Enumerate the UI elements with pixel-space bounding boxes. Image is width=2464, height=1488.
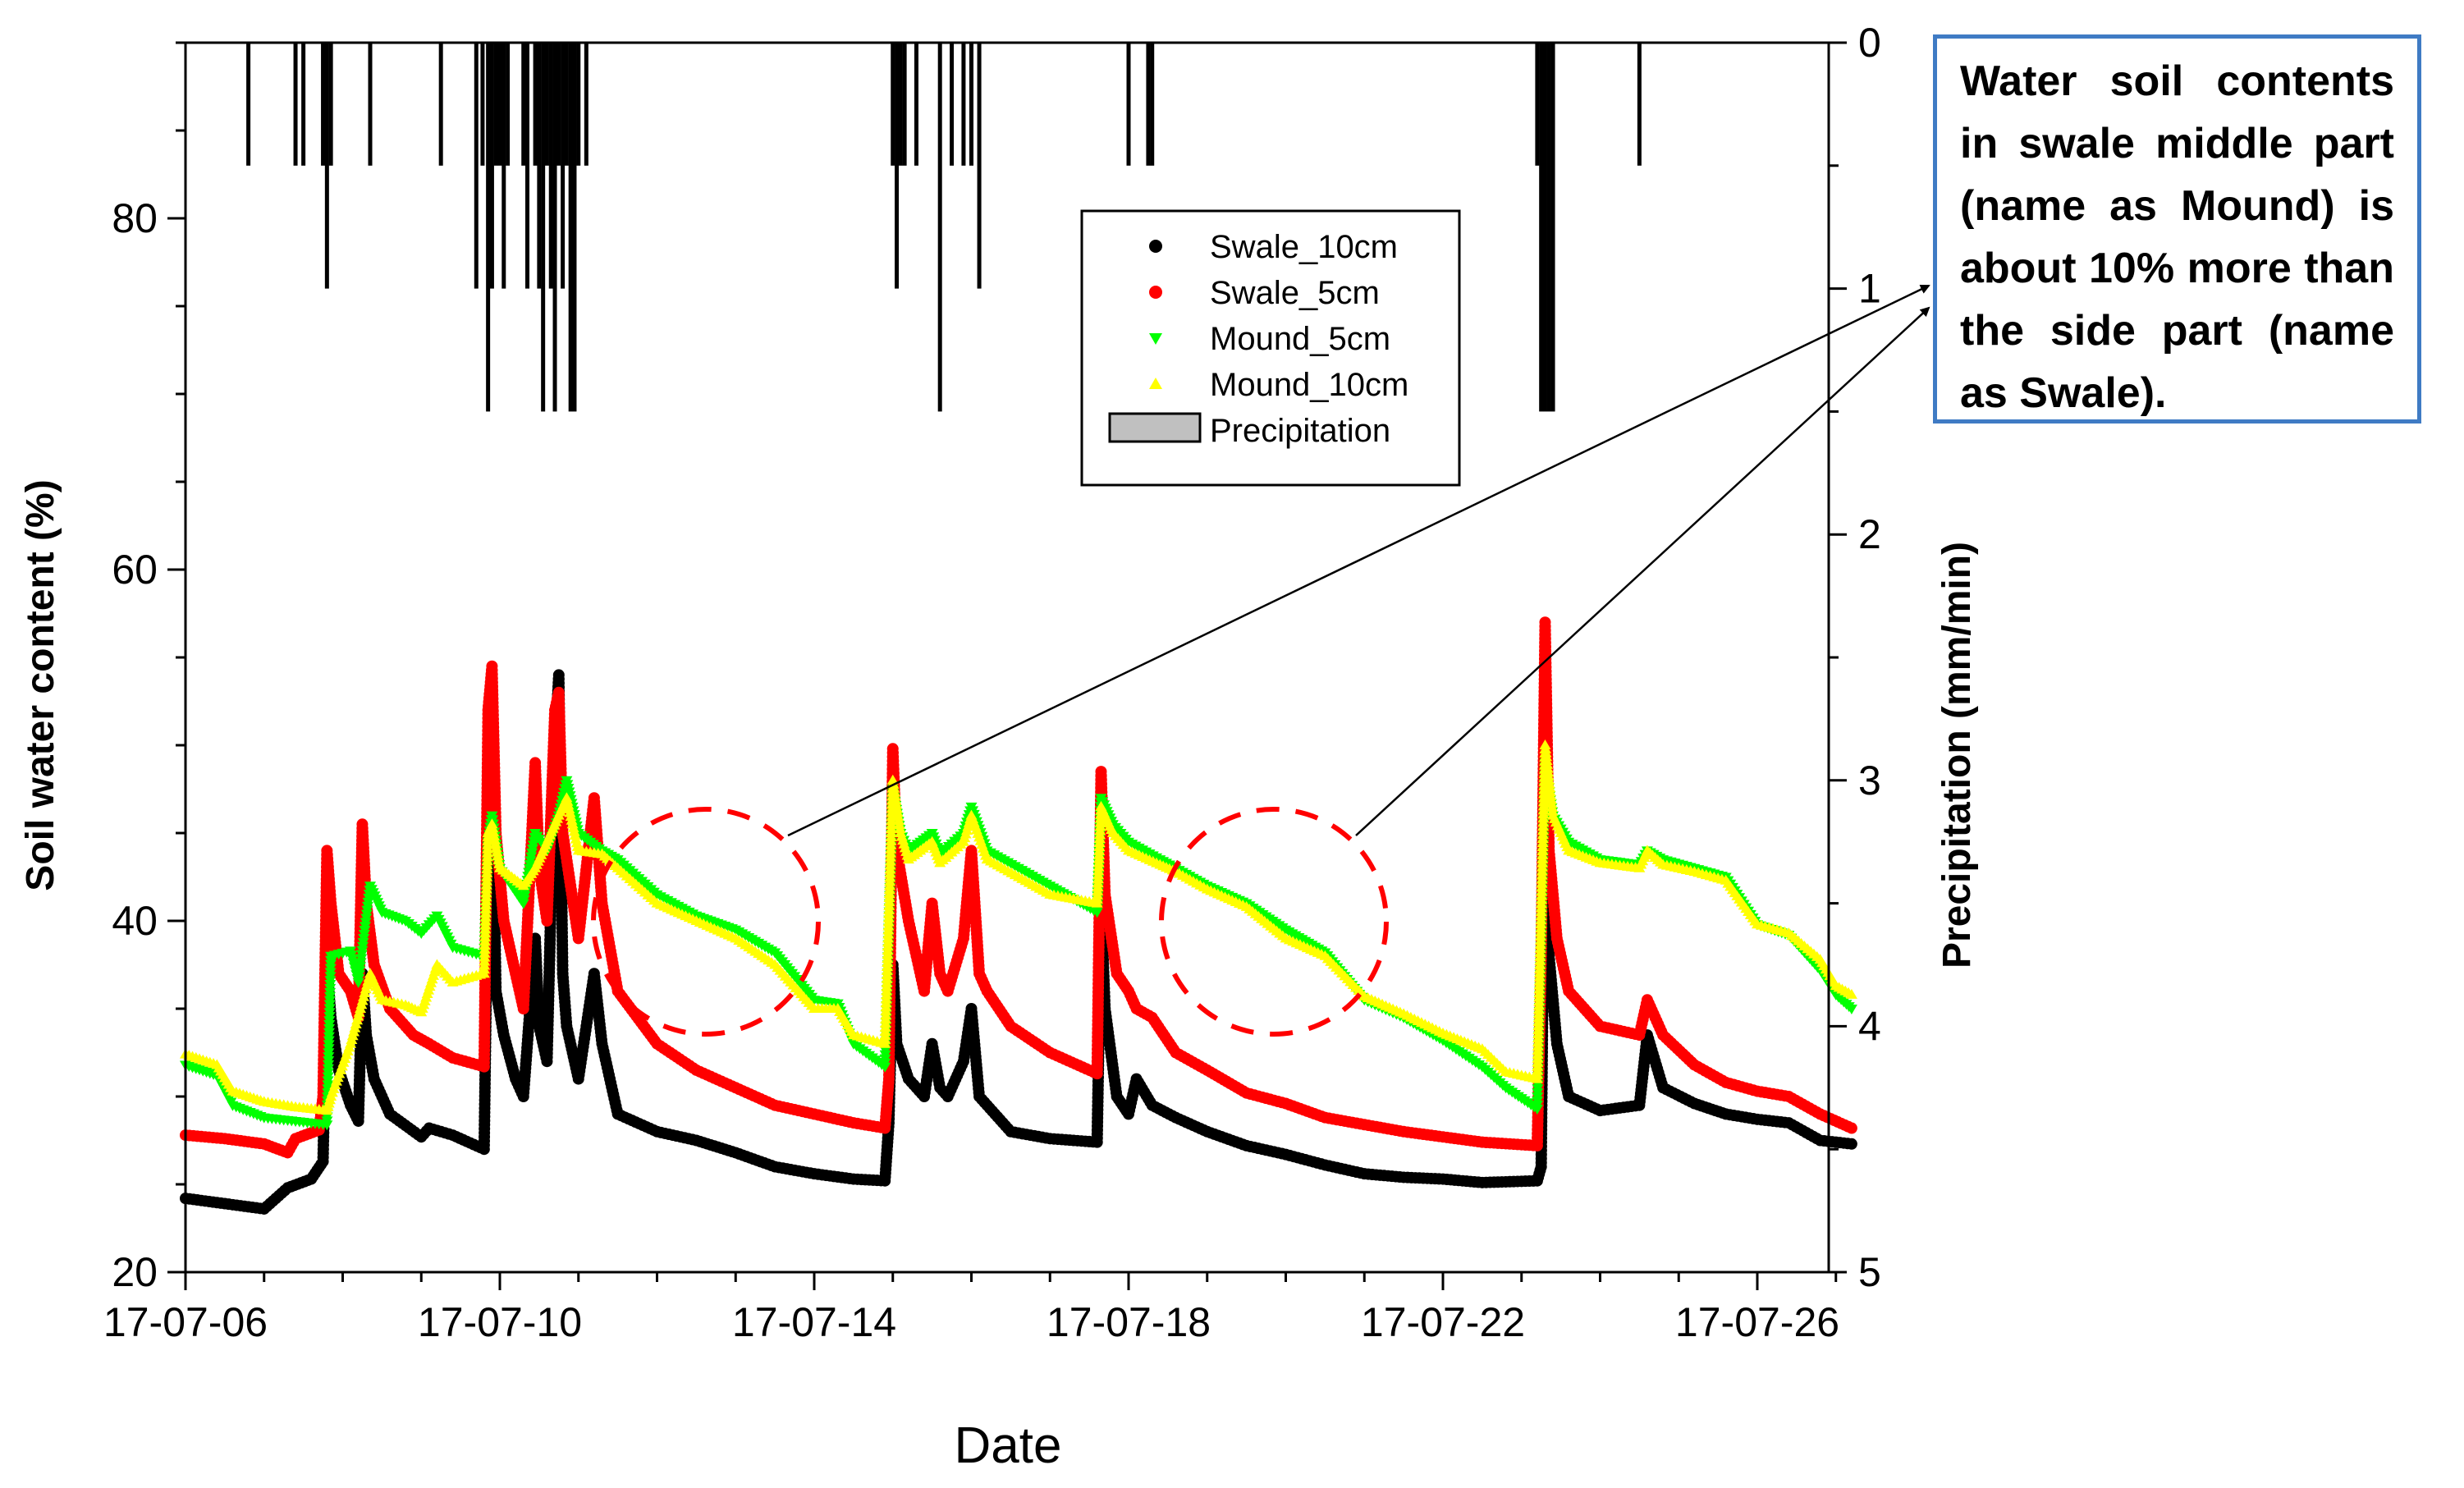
precipitation-bar xyxy=(556,43,561,166)
precipitation-bar xyxy=(502,43,506,289)
precipitation-bar xyxy=(474,43,479,289)
precipitation-bar xyxy=(368,43,373,166)
Mound_5cm-point xyxy=(523,863,535,874)
precipitation-bar xyxy=(1637,43,1642,166)
precipitation-bar xyxy=(977,43,982,289)
Mound_5cm-point xyxy=(526,845,538,855)
precipitation-bar xyxy=(584,43,589,166)
precipitation-bar xyxy=(1542,43,1547,412)
Mound_5cm-point xyxy=(524,860,536,871)
precipitation-bar xyxy=(301,43,306,166)
precipitation-bar xyxy=(898,43,903,166)
precipitation-bar xyxy=(525,43,530,289)
precipitation-bar xyxy=(1150,43,1155,166)
precipitation-bar xyxy=(1539,43,1544,412)
Mound_5cm-point xyxy=(519,891,531,902)
Swale_10cm-point xyxy=(1845,1138,1857,1150)
precipitation-bar xyxy=(328,43,333,166)
precipitation-bar xyxy=(961,43,966,166)
series-Mound_10cm xyxy=(180,739,1857,1115)
precipitation-bars xyxy=(246,43,1642,412)
precipitation-bar xyxy=(493,43,498,166)
series-Swale_10cm xyxy=(180,669,1857,1215)
precipitation-bar xyxy=(891,43,895,166)
Mound_5cm-point xyxy=(524,856,537,867)
precipitation-bar xyxy=(480,43,485,166)
Mound_5cm-point xyxy=(525,852,538,863)
data-series xyxy=(180,616,1857,1215)
series-Swale_5cm xyxy=(180,616,1857,1159)
precipitation-bar xyxy=(324,43,329,289)
precipitation-bar xyxy=(937,43,942,412)
precipitation-bar xyxy=(521,43,526,166)
precipitation-bar xyxy=(293,43,298,166)
precipitation-bar xyxy=(950,43,955,166)
precipitation-bar xyxy=(914,43,918,166)
precipitation-bar xyxy=(1550,43,1555,412)
precipitation-bar xyxy=(1126,43,1131,166)
precipitation-bar xyxy=(1146,43,1151,166)
precipitation-bar xyxy=(438,43,443,166)
series-Mound_5cm xyxy=(180,758,1857,1131)
precipitation-bar xyxy=(541,43,546,412)
precipitation-bar xyxy=(552,43,557,412)
Mound_5cm-point xyxy=(517,899,529,909)
precipitation-bar xyxy=(548,43,553,289)
precipitation-bar xyxy=(572,43,577,412)
precipitation-bar xyxy=(489,43,494,289)
precipitation-bar xyxy=(486,43,491,412)
precipitation-bar xyxy=(497,43,502,166)
Mound_5cm-point xyxy=(520,887,532,898)
precipitation-bar xyxy=(1546,43,1551,412)
precipitation-bar xyxy=(902,43,907,166)
precipitation-bar xyxy=(564,43,569,166)
Mound_5cm-point xyxy=(518,895,530,905)
precipitation-bar xyxy=(1535,43,1540,166)
Mound_5cm-point xyxy=(526,848,538,858)
precipitation-bar xyxy=(246,43,251,166)
precipitation-bar xyxy=(576,43,581,166)
precipitation-bar xyxy=(506,43,511,166)
precipitation-bar xyxy=(544,43,549,166)
precipitation-bar xyxy=(568,43,573,412)
precipitation-bar xyxy=(537,43,542,289)
precipitation-bar xyxy=(895,43,900,289)
precipitation-bar xyxy=(321,43,326,166)
Mound_5cm-point xyxy=(527,840,539,851)
precipitation-bar xyxy=(533,43,538,166)
precipitation-bar xyxy=(561,43,566,289)
precipitation-bar xyxy=(969,43,973,166)
Swale_5cm-point xyxy=(1845,1122,1857,1134)
